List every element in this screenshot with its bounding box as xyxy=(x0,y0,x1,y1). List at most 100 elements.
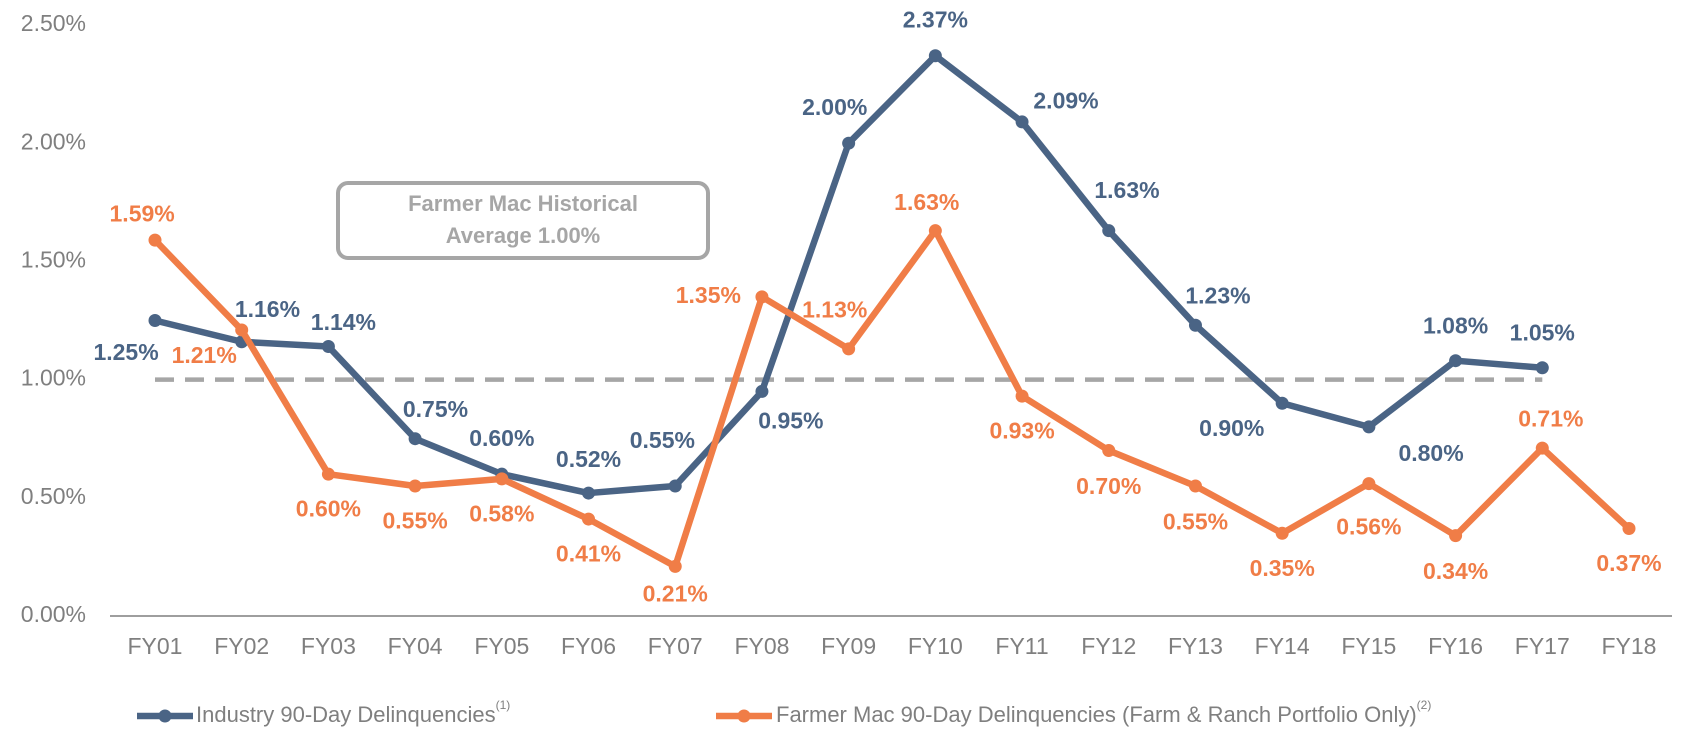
value-label: 0.75% xyxy=(403,396,468,422)
point xyxy=(1535,361,1549,375)
value-label: 2.00% xyxy=(802,94,867,120)
x-tick-label: FY15 xyxy=(1341,633,1396,659)
value-label: 0.60% xyxy=(296,496,361,522)
value-label: 1.13% xyxy=(802,296,867,322)
x-tick-label: FY05 xyxy=(474,633,529,659)
point xyxy=(1102,224,1116,238)
value-label: 1.05% xyxy=(1510,320,1575,346)
x-tick-label: FY09 xyxy=(821,633,876,659)
point xyxy=(1102,444,1116,458)
point xyxy=(1275,396,1289,410)
point xyxy=(1362,477,1376,491)
point xyxy=(755,290,769,304)
x-tick-label: FY14 xyxy=(1255,633,1310,659)
legend-marker xyxy=(158,709,172,723)
point xyxy=(495,472,509,486)
point xyxy=(1275,526,1289,540)
point xyxy=(582,512,596,526)
value-label: 0.35% xyxy=(1250,555,1315,581)
point xyxy=(1449,529,1463,543)
value-label: 0.34% xyxy=(1423,558,1488,584)
legend-note: (2) xyxy=(1417,698,1432,712)
y-tick-label: 2.00% xyxy=(21,128,86,154)
y-tick-label: 2.50% xyxy=(21,10,86,36)
point xyxy=(668,479,682,493)
series-line xyxy=(154,52,1543,497)
point xyxy=(1188,318,1202,332)
value-label: 0.52% xyxy=(556,446,621,472)
x-tick-label: FY06 xyxy=(561,633,616,659)
y-tick-label: 1.50% xyxy=(21,246,86,272)
point xyxy=(1362,420,1376,434)
value-label: 0.41% xyxy=(556,541,621,567)
value-label: 0.21% xyxy=(643,580,708,606)
value-label: 0.58% xyxy=(469,500,534,526)
legend-note: (1) xyxy=(496,698,511,712)
point xyxy=(408,479,422,493)
value-label: 0.55% xyxy=(1163,509,1228,535)
x-tick-label: FY17 xyxy=(1515,633,1570,659)
point xyxy=(842,342,856,356)
point xyxy=(1622,522,1636,536)
value-label: 0.70% xyxy=(1076,473,1141,499)
point xyxy=(321,340,335,354)
value-label: 0.55% xyxy=(630,427,695,453)
x-tick-label: FY04 xyxy=(388,633,443,659)
value-label: 0.55% xyxy=(383,508,448,534)
y-tick-label: 1.00% xyxy=(21,365,86,391)
value-label: 2.37% xyxy=(903,7,968,33)
value-label: 2.09% xyxy=(1033,88,1098,114)
value-label: 1.08% xyxy=(1423,313,1488,339)
value-label: 0.37% xyxy=(1596,550,1661,576)
value-label: 0.56% xyxy=(1336,514,1401,540)
point xyxy=(321,467,335,481)
value-label: 1.14% xyxy=(311,309,376,335)
value-label: 0.93% xyxy=(989,418,1054,444)
series-line xyxy=(152,227,1632,570)
value-label: 1.35% xyxy=(676,282,741,308)
point xyxy=(148,314,162,327)
legend-name: Industry 90-Day Delinquencies xyxy=(196,702,496,727)
point xyxy=(1188,479,1202,493)
point xyxy=(842,136,856,150)
value-label: 0.80% xyxy=(1398,440,1463,466)
legend-label: Farmer Mac 90-Day Delinquencies (Farm & … xyxy=(776,698,1431,727)
value-label: 1.63% xyxy=(1094,177,1159,203)
x-tick-label: FY13 xyxy=(1168,633,1223,659)
value-label: 1.25% xyxy=(93,339,158,365)
y-tick-label: 0.00% xyxy=(21,601,86,627)
point xyxy=(235,323,249,337)
x-tick-label: FY02 xyxy=(214,633,269,659)
point xyxy=(148,233,162,247)
value-label: 1.63% xyxy=(894,189,959,215)
point xyxy=(668,559,682,573)
legend-name: Farmer Mac 90-Day Delinquencies (Farm & … xyxy=(776,702,1417,727)
value-label: 0.71% xyxy=(1518,405,1583,431)
value-label: 0.60% xyxy=(469,425,534,451)
x-tick-label: FY03 xyxy=(301,633,356,659)
legend-label: Industry 90-Day Delinquencies(1) xyxy=(196,698,510,727)
x-tick-label: FY16 xyxy=(1428,633,1483,659)
annotation: Average 1.00% xyxy=(446,223,601,248)
point xyxy=(928,49,942,63)
x-tick-label: FY11 xyxy=(995,633,1048,659)
value-label: 1.16% xyxy=(235,296,300,322)
annotation: Farmer Mac Historical xyxy=(408,191,638,216)
x-tick-label: FY01 xyxy=(128,633,183,659)
point xyxy=(1015,115,1029,129)
point xyxy=(582,486,596,500)
point xyxy=(1535,441,1549,455)
point xyxy=(408,432,422,446)
point xyxy=(928,224,942,238)
point xyxy=(755,384,769,398)
annotation-box xyxy=(336,181,710,260)
x-tick-label: FY07 xyxy=(648,633,703,659)
x-tick-label: FY18 xyxy=(1602,633,1657,659)
y-tick-label: 0.50% xyxy=(21,483,86,509)
x-tick-label: FY10 xyxy=(908,633,963,659)
point xyxy=(1015,389,1029,403)
legend-marker xyxy=(737,709,751,723)
value-label: 1.23% xyxy=(1185,282,1250,308)
value-label: 0.90% xyxy=(1199,415,1264,441)
